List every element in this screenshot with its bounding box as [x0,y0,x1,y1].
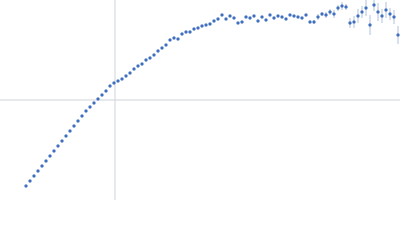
data-point [176,37,180,41]
data-point [192,27,196,31]
data-point [364,6,368,10]
data-point [348,21,352,25]
data-point [28,179,32,183]
data-point [68,129,72,133]
data-point [136,64,140,68]
data-point [180,32,184,36]
data-point [376,10,380,14]
data-point [284,17,288,21]
data-point [88,105,92,109]
data-point [144,58,148,62]
data-point [264,18,268,22]
data-point [36,169,40,173]
data-point [288,13,292,17]
data-point [396,33,400,37]
data-point [392,15,396,19]
data-point [224,17,228,21]
data-point [52,149,56,153]
data-point [244,15,248,19]
data-point [388,12,392,16]
data-point [168,38,172,42]
data-point [236,21,240,25]
data-point [124,74,128,78]
data-point [120,77,124,81]
data-point [24,184,28,188]
data-point [32,174,36,178]
data-point [380,14,384,18]
data-point [76,119,80,123]
data-point [108,84,112,88]
chart [0,0,400,200]
data-point [356,14,360,18]
data-point [44,159,48,163]
data-point [216,17,220,21]
data-point [104,89,108,93]
data-point [48,154,52,158]
data-point [332,12,336,16]
data-point [260,15,264,19]
data-point [152,53,156,57]
data-point [308,20,312,24]
data-point [96,97,100,101]
data-point [292,14,296,18]
data-point [188,30,192,34]
data-point [304,13,308,17]
data-point [56,144,60,148]
data-point [384,8,388,12]
data-point [40,164,44,168]
data-point [72,124,76,128]
data-point [128,71,132,75]
data-point [232,16,236,20]
data-point [272,16,276,20]
data-point [140,62,144,66]
data-point [320,12,324,16]
data-point [116,79,120,83]
data-point [100,93,104,97]
data-point [340,4,344,8]
data-point [276,14,280,18]
data-point [280,15,284,19]
data-point [132,67,136,71]
data-point [112,81,116,85]
data-point [240,20,244,24]
data-point [84,109,88,113]
data-point [360,10,364,14]
data-point [316,15,320,19]
data-point [368,23,372,27]
data-point [300,16,304,20]
data-point [212,19,216,23]
data-point [336,6,340,10]
data-point [156,49,160,53]
data-point [220,13,224,17]
data-point [196,26,200,30]
data-point [328,10,332,14]
data-point [296,15,300,19]
data-point [324,13,328,17]
data-point [80,114,84,118]
data-point [344,5,348,9]
data-point [204,23,208,27]
data-point [228,14,232,18]
data-point [256,19,260,23]
data-point [172,36,176,40]
data-point [252,14,256,18]
data-point [248,16,252,20]
data-point [200,24,204,28]
data-point [312,20,316,24]
data-point [148,56,152,60]
data-point [160,46,164,50]
data-point [352,20,356,24]
data-point [64,134,68,138]
data-point [184,30,188,34]
data-point [268,13,272,17]
data-point [60,139,64,143]
data-point [164,43,168,47]
data-point [92,101,96,105]
data-point [372,3,376,7]
data-point [208,22,212,26]
